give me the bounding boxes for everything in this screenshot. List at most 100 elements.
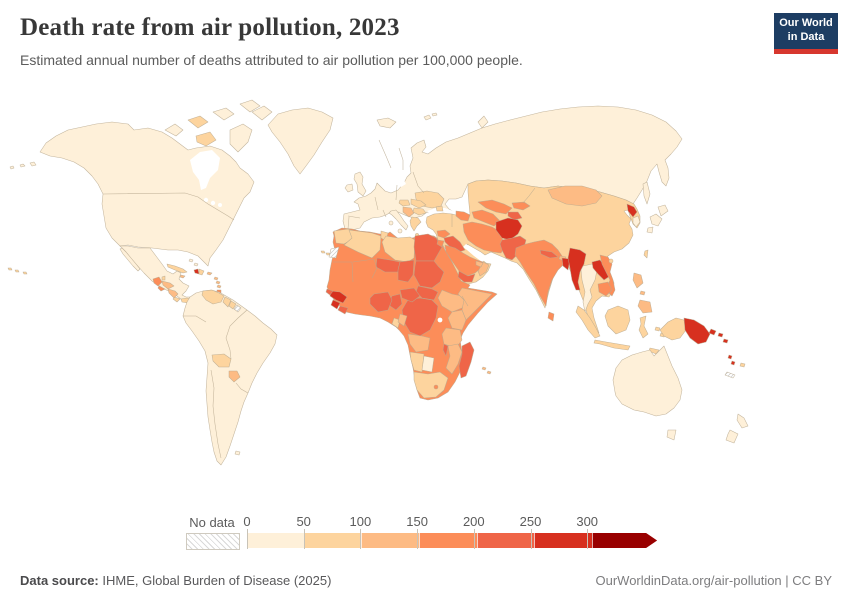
region-belize[interactable] [161,275,166,281]
region-svalbard[interactable] [423,112,438,121]
region-el-salvador[interactable] [157,285,166,292]
region-caucasus[interactable] [455,210,471,222]
region-uzbekistan[interactable] [477,199,513,215]
region-sierra-leone[interactable] [330,299,341,310]
legend-bin-250-300[interactable] [534,533,593,548]
region-ellesmere-island[interactable] [251,105,273,121]
legend-bin-150-200[interactable] [419,533,477,548]
region-botswana[interactable] [421,355,435,373]
region-algeria[interactable] [343,229,382,259]
region-bulgaria[interactable] [412,207,427,216]
region-central-african-republic[interactable] [399,287,421,303]
region-aleutian-islands[interactable] [9,161,37,170]
region-baffin-island[interactable] [229,123,253,153]
region-nicaragua[interactable] [167,288,179,299]
region-haiti[interactable] [193,268,200,275]
region-balkans[interactable] [402,206,415,218]
region-egypt[interactable] [413,233,443,262]
region-bolivia[interactable] [211,353,232,368]
region-uae[interactable] [475,260,484,268]
region-cuba[interactable] [166,263,188,274]
region-jamaica[interactable] [179,274,186,279]
region-myanmar[interactable] [567,247,587,291]
region-tajikistan[interactable] [507,211,523,221]
region-mexico[interactable] [119,245,191,301]
region-north-korea[interactable] [626,203,638,218]
region-baja-california[interactable] [119,247,141,272]
region-angola[interactable] [407,333,431,353]
region-chad[interactable] [397,259,415,283]
region-solomon-islands[interactable] [717,332,729,344]
region-canary-islands[interactable] [320,250,331,256]
region-guatemala[interactable] [152,276,163,287]
region-puerto-rico[interactable] [206,271,213,276]
region-honduras[interactable] [161,280,175,290]
region-lesotho[interactable] [433,384,439,390]
region-sicily[interactable] [397,228,403,234]
region-victoria-island[interactable] [195,131,217,147]
region-gabon[interactable] [391,317,401,329]
region-south-korea[interactable] [632,215,641,228]
region-arctic-island[interactable] [212,107,235,121]
region-madagascar[interactable] [458,341,475,379]
region-borneo[interactable] [604,305,631,335]
region-paraguay[interactable] [228,370,241,383]
region-french-guiana[interactable] [233,304,242,313]
region-australia[interactable] [612,345,683,417]
region-iceland[interactable] [376,117,397,129]
region-greenland[interactable] [267,107,334,175]
region-united-kingdom[interactable] [353,171,367,197]
region-dominican-republic[interactable] [198,268,205,276]
legend-bin-100-150[interactable] [361,533,420,548]
region-fiji[interactable] [739,362,746,368]
region-java[interactable] [593,339,631,351]
region-congo[interactable] [397,313,408,327]
legend-bin-50-100[interactable] [303,533,362,548]
region-arctic-island[interactable] [239,99,261,113]
region-hawaii[interactable] [7,267,28,275]
region-taiwan[interactable] [643,249,649,259]
region-new-caledonia[interactable] [724,371,736,379]
region-sri-lanka[interactable] [547,311,555,322]
region-arctic-island[interactable] [164,123,184,137]
region-hainan[interactable] [608,258,614,264]
region-lesser-antilles[interactable] [213,276,222,289]
region-philippines[interactable] [632,272,653,314]
region-south-africa[interactable] [413,371,449,399]
region-arctic-island[interactable] [187,115,209,129]
region-mauritius-reunion[interactable] [481,366,492,375]
region-crimea[interactable] [435,205,444,212]
region-hungary[interactable] [398,199,411,207]
region-jordan[interactable] [436,239,445,248]
legend-segments[interactable] [247,533,657,548]
region-dr-congo[interactable] [401,297,439,337]
region-ireland[interactable] [344,183,354,193]
region-afghanistan[interactable] [495,217,523,241]
region-kyrgyzstan[interactable] [511,201,531,211]
region-vanuatu[interactable] [727,354,736,366]
region-malawi[interactable] [442,343,449,357]
region-new-zealand[interactable] [725,413,749,444]
region-syria[interactable] [436,229,451,239]
region-namibia[interactable] [409,351,425,373]
owid-logo[interactable]: Our World in Data [774,13,838,54]
region-falkland-islands[interactable] [234,450,241,456]
region-mongolia[interactable] [547,185,603,207]
attribution-link[interactable]: OurWorldinData.org/air-pollution | CC BY [595,573,832,588]
region-sudan[interactable] [413,260,445,289]
region-tasmania[interactable] [666,429,677,441]
region-sardinia[interactable] [388,220,394,226]
region-venezuela[interactable] [201,289,225,305]
region-guinea-bissau[interactable] [325,288,334,296]
region-nepal[interactable] [539,249,559,259]
region-suriname[interactable] [228,300,237,310]
region-guyana[interactable] [222,296,232,308]
region-iraq[interactable] [443,235,466,253]
region-japan[interactable] [646,204,669,234]
region-costa-rica[interactable] [172,296,181,303]
region-sumatra[interactable] [575,305,601,339]
region-yemen[interactable] [457,270,476,283]
region-bahamas[interactable] [188,258,199,267]
region-kenya[interactable] [447,309,467,331]
region-canada-usa[interactable] [39,121,255,267]
